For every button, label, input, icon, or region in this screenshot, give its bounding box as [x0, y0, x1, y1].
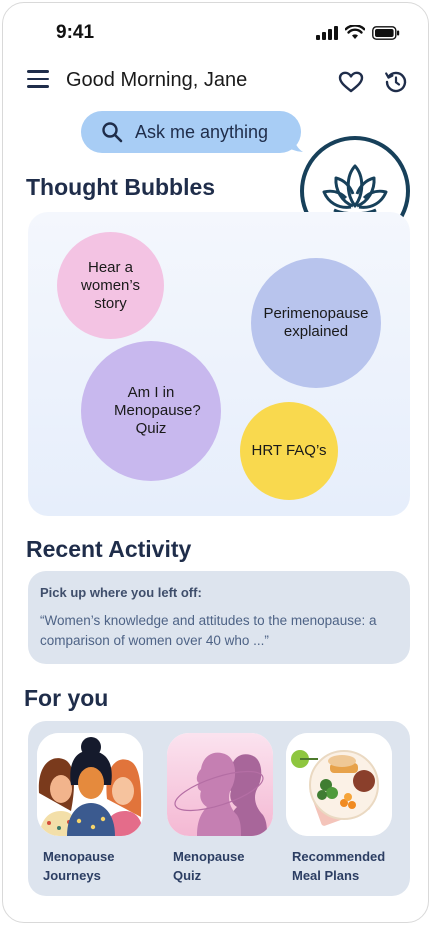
recent-activity-card[interactable]: Pick up where you left off: “Women’s kno… — [28, 571, 410, 664]
for-you-panel: Menopause Journeys Menopause Quiz — [28, 721, 410, 896]
heart-icon[interactable] — [338, 71, 364, 93]
bubble-label: Perimenopause explained — [263, 305, 369, 340]
search-icon — [102, 122, 123, 143]
ask-label: Ask me anything — [135, 121, 269, 142]
bubble-hrt-faqs[interactable]: HRT FAQ’s — [240, 402, 338, 500]
bubble-label: Hear a women’s story — [81, 258, 140, 312]
card-label: Menopause Journeys — [43, 849, 115, 883]
women-illustration — [37, 733, 143, 836]
card-menopause-journeys[interactable]: Menopause Journeys — [37, 733, 143, 886]
ask-bubble-tail — [285, 135, 303, 152]
recent-activity-heading: Pick up where you left off: — [40, 585, 202, 600]
signal-icon — [316, 25, 338, 40]
bubble-perimenopause[interactable]: Perimenopause explained — [251, 258, 381, 388]
bubble-label: Am I in Menopause? Quiz — [114, 384, 201, 437]
meal-illustration — [286, 733, 392, 836]
thought-bubbles-title: Thought Bubbles — [26, 174, 216, 200]
greeting: Good Morning, Jane — [66, 69, 248, 91]
recent-activity-title: Recent Activity — [26, 536, 192, 562]
bubble-womens-story[interactable]: Hear a women’s story — [57, 232, 164, 339]
card-label: Menopause Quiz — [173, 849, 245, 883]
status-icons — [316, 25, 400, 40]
card-menopause-quiz[interactable]: Menopause Quiz — [167, 733, 273, 886]
status-time: 9:41 — [56, 22, 95, 43]
ask-me-anything-button[interactable]: Ask me anything — [81, 111, 301, 153]
wifi-icon — [345, 25, 365, 39]
bubble-label: HRT FAQ’s — [251, 442, 327, 459]
battery-icon — [372, 25, 400, 40]
card-label: Recommended Meal Plans — [292, 849, 386, 883]
for-you-title: For you — [24, 685, 109, 711]
history-icon[interactable] — [384, 70, 408, 94]
thought-bubbles-panel: Hear a women’s story Perimenopause expla… — [28, 212, 410, 516]
bubble-menopause-quiz[interactable]: Am I in Menopause? Quiz — [81, 341, 221, 481]
recent-activity-quote: “Women’s knowledge and attitudes to the … — [40, 613, 377, 649]
menu-icon[interactable] — [27, 70, 49, 88]
card-meal-plans[interactable]: Recommended Meal Plans — [286, 733, 392, 886]
silhouettes-illustration — [167, 733, 273, 836]
